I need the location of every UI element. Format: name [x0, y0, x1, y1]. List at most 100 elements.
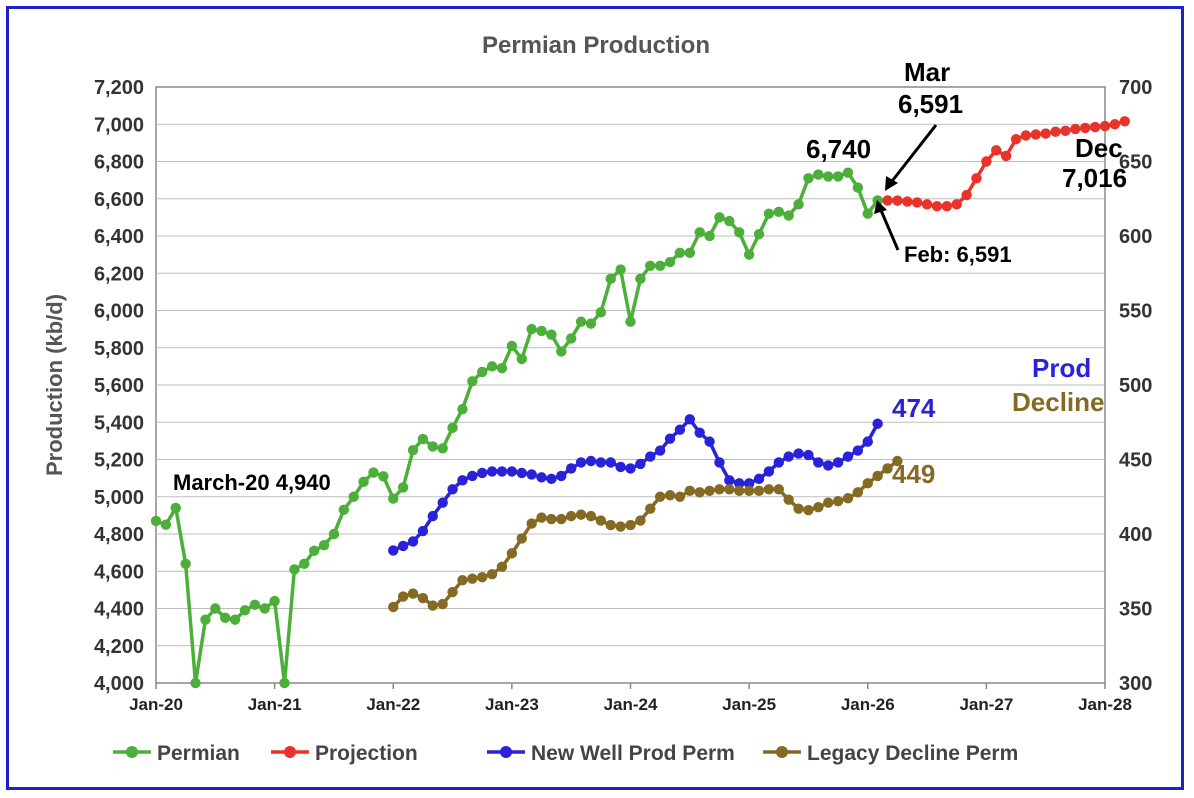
- data-point-legacy-decline-perm: [575, 509, 587, 520]
- series-line-new-well-prod-perm: [392, 417, 880, 552]
- data-point-legacy-decline-perm: [674, 491, 686, 502]
- data-point-permian: [546, 329, 557, 340]
- legend-label-new-well-prod-perm: New Well Prod Perm: [531, 742, 735, 765]
- data-point-new-well-prod-perm: [684, 414, 696, 425]
- data-point-legacy-decline-perm: [793, 503, 804, 514]
- data-point-projection: [961, 189, 972, 201]
- data-point-permian: [279, 677, 290, 689]
- data-point-new-well-prod-perm: [536, 472, 547, 483]
- y-tick-label: 5,800: [94, 338, 144, 360]
- annotation-mar-value: 6,591: [898, 89, 963, 119]
- data-point-legacy-decline-perm: [724, 484, 735, 495]
- arrow-mar: [887, 124, 938, 186]
- data-point-new-well-prod-perm: [565, 463, 577, 474]
- data-point-new-well-prod-perm: [753, 473, 765, 485]
- data-point-legacy-decline-perm: [892, 455, 903, 467]
- data-point-projection: [911, 197, 923, 208]
- data-point-projection: [951, 199, 962, 210]
- gridlines: [156, 123, 1105, 647]
- legend-label-permian: Permian: [157, 742, 240, 765]
- annotation-mar-label: Mar: [904, 57, 950, 87]
- data-point-permian: [318, 539, 330, 551]
- data-point-projection: [1060, 125, 1071, 136]
- y-ticks: 4,000 4,200 4,400 4,600 4,800 5,000 5,200 5,400…: [94, 77, 144, 695]
- data-point-new-well-prod-perm: [793, 448, 804, 459]
- data-point-new-well-prod-perm: [437, 497, 448, 508]
- data-point-permian: [625, 316, 636, 327]
- data-point-permian: [338, 504, 350, 515]
- data-point-legacy-decline-perm: [882, 463, 893, 474]
- data-point-legacy-decline-perm: [813, 501, 824, 513]
- data-point-projection: [892, 195, 903, 206]
- y-tick-label: 5,200: [94, 450, 144, 472]
- x-tick-label: Jan-21: [248, 695, 302, 714]
- data-point-projection: [991, 145, 1002, 156]
- x-tick-label: Jan-28: [1078, 695, 1132, 714]
- data-point-new-well-prod-perm: [447, 484, 458, 495]
- data-point-legacy-decline-perm: [645, 503, 656, 514]
- x-tick-label: Jan-24: [604, 695, 658, 714]
- data-point-new-well-prod-perm: [595, 457, 607, 468]
- y-axis-label: Production (kb/d): [42, 294, 67, 476]
- data-point-permian: [605, 273, 616, 285]
- data-point-new-well-prod-perm: [823, 460, 834, 471]
- x-ticks: Jan-20 Jan-21 Jan-22 Jan-23 Jan-24 Jan-25 Jan-…: [129, 683, 1132, 714]
- data-point-legacy-decline-perm: [437, 598, 448, 610]
- x-tick-label: Jan-22: [366, 695, 420, 714]
- x-tick-label: Jan-26: [841, 695, 895, 714]
- data-point-permian: [328, 528, 340, 540]
- annotation-dec-value: 7,016: [1062, 163, 1127, 193]
- data-point-permian: [496, 363, 508, 374]
- data-point-new-well-prod-perm: [486, 466, 498, 477]
- x-tick-label: Jan-23: [485, 695, 539, 714]
- data-point-new-well-prod-perm: [783, 451, 794, 462]
- data-point-permian: [615, 264, 626, 275]
- data-point-permian: [437, 443, 448, 454]
- data-point-legacy-decline-perm: [595, 515, 607, 526]
- data-point-permian: [664, 256, 676, 268]
- data-point-projection: [1040, 128, 1051, 139]
- y-tick-label: 6,600: [94, 189, 144, 211]
- data-point-legacy-decline-perm: [783, 494, 794, 505]
- data-point-projection: [1030, 129, 1042, 140]
- data-point-legacy-decline-perm: [625, 519, 636, 531]
- y-tick-label: 6,000: [94, 301, 144, 323]
- y2-tick-label: 550: [1119, 301, 1152, 323]
- data-point-new-well-prod-perm: [397, 540, 409, 552]
- data-point-new-well-prod-perm: [724, 475, 735, 486]
- data-point-permian: [239, 605, 251, 616]
- y2-ticks: 300 350 400 450 500 550 600 650 700: [1119, 77, 1152, 695]
- data-point-new-well-prod-perm: [734, 478, 745, 489]
- legend-label-projection: Projection: [315, 742, 418, 765]
- data-point-permian: [714, 212, 725, 223]
- data-point-legacy-decline-perm: [842, 493, 854, 504]
- arrow-feb-head: [874, 200, 887, 214]
- y2-tick-label: 500: [1119, 375, 1152, 397]
- data-point-new-well-prod-perm: [694, 427, 705, 438]
- y-tick-label: 4,200: [94, 636, 144, 658]
- data-point-new-well-prod-perm: [506, 466, 518, 477]
- data-point-permian: [575, 316, 587, 327]
- data-point-permian: [773, 206, 784, 217]
- data-point-permian: [526, 323, 537, 335]
- data-point-new-well-prod-perm: [516, 467, 527, 479]
- data-point-permian: [407, 444, 419, 456]
- arrow-mar-head: [885, 176, 898, 191]
- data-point-new-well-prod-perm: [407, 536, 419, 547]
- data-point-permian: [269, 595, 280, 607]
- data-point-permian: [734, 227, 745, 238]
- data-point-permian: [842, 167, 854, 178]
- data-point-new-well-prod-perm: [704, 436, 715, 447]
- data-point-legacy-decline-perm: [427, 600, 438, 611]
- annotation-prod-value: 474: [892, 393, 936, 423]
- data-point-new-well-prod-perm: [635, 458, 646, 470]
- data-point-projection: [971, 173, 982, 184]
- data-point-legacy-decline-perm: [477, 572, 488, 583]
- legend-marker-permian: [126, 746, 138, 758]
- data-point-permian: [763, 208, 775, 219]
- data-point-projection: [1010, 133, 1022, 145]
- data-point-permian: [180, 558, 191, 569]
- data-point-permian: [793, 199, 804, 210]
- data-point-projection: [981, 156, 992, 167]
